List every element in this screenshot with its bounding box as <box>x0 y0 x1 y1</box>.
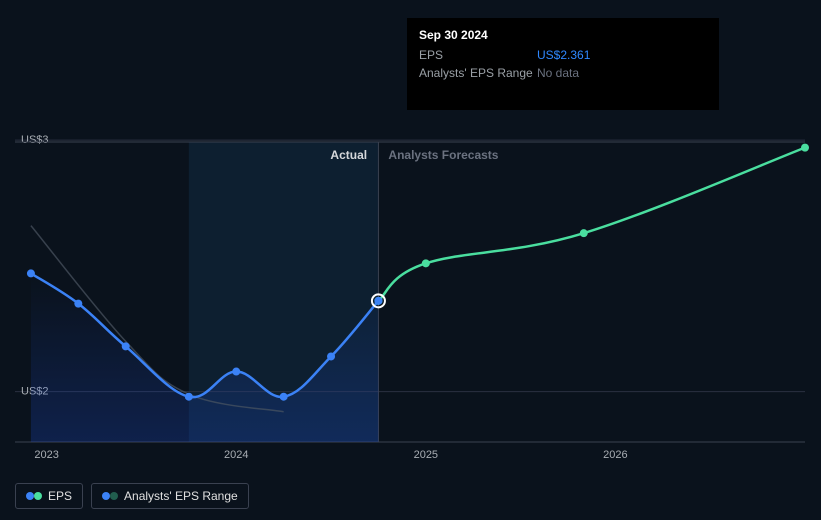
tooltip-label: EPS <box>419 46 537 64</box>
tooltip-value: No data <box>537 64 579 82</box>
tooltip-row-range: Analysts' EPS Range No data <box>419 64 707 82</box>
legend-swatch <box>102 492 118 500</box>
svg-text:2023: 2023 <box>34 449 58 461</box>
region-label-forecast: Analysts Forecasts <box>388 148 498 162</box>
tooltip-row-eps: EPS US$2.361 <box>419 46 707 64</box>
tooltip-date: Sep 30 2024 <box>419 26 707 44</box>
svg-text:2025: 2025 <box>414 449 438 461</box>
region-label-actual: Actual <box>330 148 367 162</box>
legend-label: EPS <box>48 489 72 503</box>
legend-swatch <box>26 492 42 500</box>
chart-tooltip: Sep 30 2024 EPS US$2.361 Analysts' EPS R… <box>407 18 719 110</box>
legend-item-range[interactable]: Analysts' EPS Range <box>91 483 249 509</box>
svg-text:2026: 2026 <box>603 449 627 461</box>
legend-item-eps[interactable]: EPS <box>15 483 83 509</box>
tooltip-value: US$2.361 <box>537 46 590 64</box>
tooltip-label: Analysts' EPS Range <box>419 64 537 82</box>
chart-legend: EPS Analysts' EPS Range <box>15 483 249 509</box>
svg-text:2024: 2024 <box>224 449 248 461</box>
legend-label: Analysts' EPS Range <box>124 489 238 503</box>
svg-text:US$3: US$3 <box>21 134 49 146</box>
eps-forecast-chart: US$2US$32023202420252026 Sep 30 2024 EPS… <box>0 0 821 520</box>
